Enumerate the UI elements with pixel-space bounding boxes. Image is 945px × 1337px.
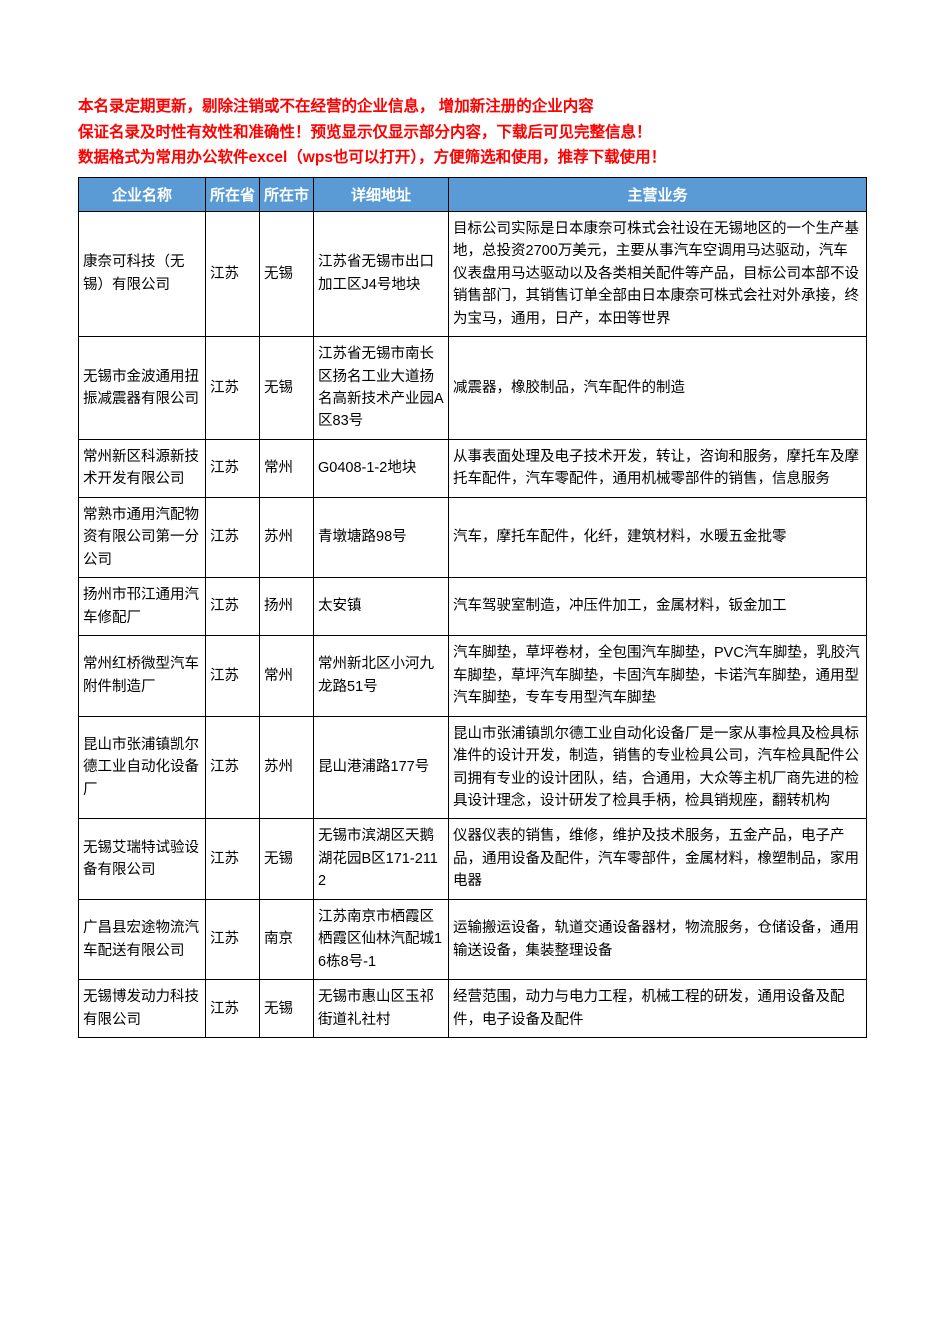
cell-address: 昆山港浦路177号 (314, 716, 449, 819)
cell-city: 无锡 (260, 337, 314, 440)
cell-province: 江苏 (206, 439, 260, 497)
cell-address: 太安镇 (314, 578, 449, 636)
cell-city: 南京 (260, 899, 314, 979)
cell-city: 苏州 (260, 497, 314, 577)
table-header-row: 企业名称 所在省 所在市 详细地址 主营业务 (79, 177, 867, 211)
cell-address: 青墩塘路98号 (314, 497, 449, 577)
cell-name: 无锡博发动力科技有限公司 (79, 980, 206, 1038)
cell-city: 常州 (260, 636, 314, 716)
cell-business: 经营范围，动力与电力工程，机械工程的研发，通用设备及配件，电子设备及配件 (449, 980, 867, 1038)
cell-name: 常州红桥微型汽车附件制造厂 (79, 636, 206, 716)
cell-address: G0408-1-2地块 (314, 439, 449, 497)
cell-city: 常州 (260, 439, 314, 497)
cell-address: 江苏南京市栖霞区栖霞区仙林汽配城16栋8号-1 (314, 899, 449, 979)
table-row: 无锡艾瑞特试验设备有限公司江苏无锡无锡市滨湖区天鹅湖花园B区171-2112仪器… (79, 819, 867, 899)
cell-business: 从事表面处理及电子技术开发，转让，咨询和服务，摩托车及摩托车配件，汽车零配件，通… (449, 439, 867, 497)
table-row: 昆山市张浦镇凯尔德工业自动化设备厂江苏苏州昆山港浦路177号昆山市张浦镇凯尔德工… (79, 716, 867, 819)
cell-province: 江苏 (206, 337, 260, 440)
cell-name: 广昌县宏途物流汽车配送有限公司 (79, 899, 206, 979)
cell-province: 江苏 (206, 578, 260, 636)
cell-name: 常熟市通用汽配物资有限公司第一分公司 (79, 497, 206, 577)
intro-block: 本名录定期更新，剔除注销或不在经营的企业信息， 增加新注册的企业内容 保证名录及… (78, 94, 867, 171)
cell-city: 扬州 (260, 578, 314, 636)
cell-city: 无锡 (260, 819, 314, 899)
cell-business: 汽车脚垫，草坪卷材，全包围汽车脚垫，PVC汽车脚垫，乳胶汽车脚垫，草坪汽车脚垫，… (449, 636, 867, 716)
table-row: 无锡市金波通用扭振减震器有限公司江苏无锡江苏省无锡市南长区扬名工业大道扬名高新技… (79, 337, 867, 440)
cell-city: 苏州 (260, 716, 314, 819)
cell-province: 江苏 (206, 980, 260, 1038)
enterprise-table: 企业名称 所在省 所在市 详细地址 主营业务 康奈可科技（无锡）有限公司江苏无锡… (78, 177, 867, 1039)
intro-line-2: 保证名录及时性有效性和准确性！预览显示仅显示部分内容，下载后可见完整信息！ (78, 120, 867, 146)
cell-name: 康奈可科技（无锡）有限公司 (79, 211, 206, 336)
col-header-province: 所在省 (206, 177, 260, 211)
cell-province: 江苏 (206, 636, 260, 716)
cell-business: 运输搬运设备，轨道交通设备器材，物流服务，仓储设备，通用输送设备，集装整理设备 (449, 899, 867, 979)
cell-province: 江苏 (206, 497, 260, 577)
cell-name: 扬州市邗江通用汽车修配厂 (79, 578, 206, 636)
cell-business: 目标公司实际是日本康奈可株式会社设在无锡地区的一个生产基地，总投资2700万美元… (449, 211, 867, 336)
table-row: 广昌县宏途物流汽车配送有限公司江苏南京江苏南京市栖霞区栖霞区仙林汽配城16栋8号… (79, 899, 867, 979)
cell-name: 无锡市金波通用扭振减震器有限公司 (79, 337, 206, 440)
col-header-business: 主营业务 (449, 177, 867, 211)
cell-address: 无锡市惠山区玉祁街道礼社村 (314, 980, 449, 1038)
intro-line-3: 数据格式为常用办公软件excel（wps也可以打开），方便筛选和使用，推荐下载使… (78, 145, 867, 171)
cell-city: 无锡 (260, 980, 314, 1038)
cell-address: 江苏省无锡市出口加工区J4号地块 (314, 211, 449, 336)
cell-province: 江苏 (206, 899, 260, 979)
table-row: 常州红桥微型汽车附件制造厂江苏常州常州新北区小河九龙路51号汽车脚垫，草坪卷材，… (79, 636, 867, 716)
cell-address: 江苏省无锡市南长区扬名工业大道扬名高新技术产业园A区83号 (314, 337, 449, 440)
table-row: 康奈可科技（无锡）有限公司江苏无锡江苏省无锡市出口加工区J4号地块目标公司实际是… (79, 211, 867, 336)
table-row: 扬州市邗江通用汽车修配厂江苏扬州太安镇汽车驾驶室制造，冲压件加工，金属材料，钣金… (79, 578, 867, 636)
cell-business: 减震器，橡胶制品，汽车配件的制造 (449, 337, 867, 440)
table-row: 无锡博发动力科技有限公司江苏无锡无锡市惠山区玉祁街道礼社村经营范围，动力与电力工… (79, 980, 867, 1038)
cell-business: 汽车驾驶室制造，冲压件加工，金属材料，钣金加工 (449, 578, 867, 636)
cell-province: 江苏 (206, 716, 260, 819)
table-row: 常熟市通用汽配物资有限公司第一分公司江苏苏州青墩塘路98号汽车，摩托车配件，化纤… (79, 497, 867, 577)
cell-city: 无锡 (260, 211, 314, 336)
cell-name: 昆山市张浦镇凯尔德工业自动化设备厂 (79, 716, 206, 819)
cell-address: 无锡市滨湖区天鹅湖花园B区171-2112 (314, 819, 449, 899)
col-header-name: 企业名称 (79, 177, 206, 211)
cell-address: 常州新北区小河九龙路51号 (314, 636, 449, 716)
cell-business: 昆山市张浦镇凯尔德工业自动化设备厂是一家从事检具及检具标准件的设计开发，制造，销… (449, 716, 867, 819)
intro-line-1: 本名录定期更新，剔除注销或不在经营的企业信息， 增加新注册的企业内容 (78, 94, 867, 120)
cell-business: 汽车，摩托车配件，化纤，建筑材料，水暖五金批零 (449, 497, 867, 577)
cell-name: 无锡艾瑞特试验设备有限公司 (79, 819, 206, 899)
cell-business: 仪器仪表的销售，维修，维护及技术服务，五金产品，电子产品，通用设备及配件，汽车零… (449, 819, 867, 899)
cell-province: 江苏 (206, 819, 260, 899)
cell-province: 江苏 (206, 211, 260, 336)
col-header-address: 详细地址 (314, 177, 449, 211)
table-row: 常州新区科源新技术开发有限公司江苏常州G0408-1-2地块从事表面处理及电子技… (79, 439, 867, 497)
col-header-city: 所在市 (260, 177, 314, 211)
cell-name: 常州新区科源新技术开发有限公司 (79, 439, 206, 497)
